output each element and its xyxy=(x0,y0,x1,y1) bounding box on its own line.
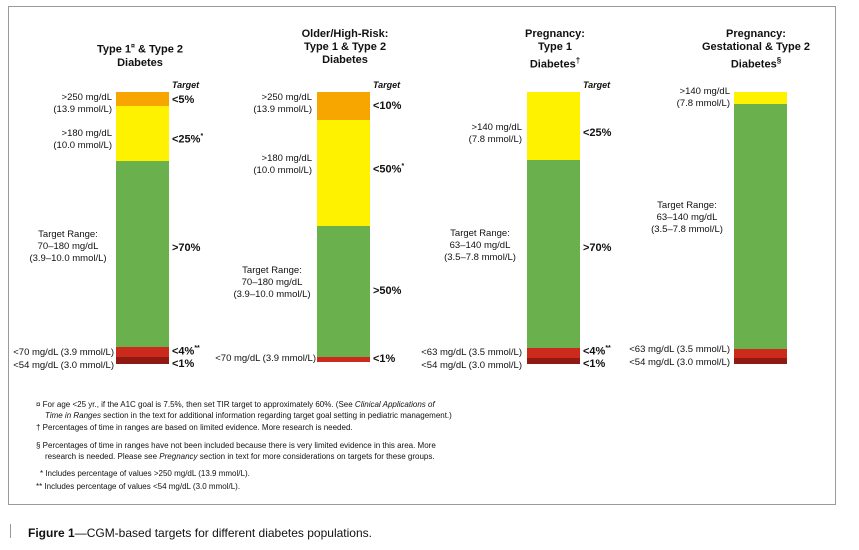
panel1-title: Type 1¤ & Type 2 Diabetes xyxy=(96,43,184,69)
panel1-label-target-range: Target Range: 70–180 mg/dL (3.9–10.0 mmol/… xyxy=(29,229,107,264)
panel4-seg-below-63 xyxy=(734,349,787,358)
panel2-seg-below-70 xyxy=(317,357,370,362)
panel1-pct-below-54: <1% xyxy=(172,358,195,370)
panel3-seg-below-63 xyxy=(527,348,580,358)
panel3-pct-target-range: >70% xyxy=(583,242,612,254)
panel3-seg-above-140 xyxy=(527,92,580,160)
panel3-pct-below-54: <1% xyxy=(583,358,606,370)
panel4-bar xyxy=(734,92,787,364)
panel2-label-below-70: <70 mg/dL (3.9 mmol/L) xyxy=(215,353,316,364)
panel2-label-above-250: >250 mg/dL (13.9 mmol/L) xyxy=(253,92,312,115)
panel1-pct-below-70: <4%** xyxy=(172,345,200,358)
caption-rule xyxy=(10,524,11,538)
panel2-seg-target-range xyxy=(317,226,370,357)
panel2-label-above-180: >180 mg/dL (10.0 mmol/L) xyxy=(253,153,312,176)
panel1-label-above-180: >180 mg/dL (10.0 mmol/L) xyxy=(53,128,112,151)
panel3-pct-above-140: <25% xyxy=(583,127,612,139)
figure-frame xyxy=(8,6,836,505)
panel1-target-heading: Target xyxy=(172,80,200,90)
panel2-title: Older/High-Risk: Type 1 & Type 2 Diabetes xyxy=(301,28,389,66)
panel2-pct-target-range: >50% xyxy=(373,285,402,297)
panel3-label-target-range: Target Range: 63–140 mg/dL (3.5–7.8 mmol/L… xyxy=(444,228,516,263)
figure-caption: Figure 1—CGM-based targets for different… xyxy=(28,526,372,540)
panel2-pct-above-250: <10% xyxy=(373,100,402,112)
footnote-limited-evidence: † Percentages of time in ranges are base… xyxy=(36,423,353,432)
panel4-label-above-140: >140 mg/dL (7.8 mmol/L) xyxy=(676,86,730,109)
panel2-pct-below-70: <1% xyxy=(373,353,396,365)
panel4-label-below-63: <63 mg/dL (3.5 mmol/L) xyxy=(629,344,730,355)
panel3-title: Pregnancy: Type 1 Diabetes† xyxy=(525,28,585,71)
panel3-label-below-63: <63 mg/dL (3.5 mmol/L) xyxy=(421,347,522,358)
panel4-seg-target-range xyxy=(734,104,787,349)
panel4-label-below-54: <54 mg/dL (3.0 mmol/L) xyxy=(629,357,730,368)
panel2-pct-above-180: <50%* xyxy=(373,163,405,176)
panel1-pct-above-250: <5% xyxy=(172,94,195,106)
panel1-pct-above-180: <25%* xyxy=(172,133,204,146)
panel1-seg-below-54 xyxy=(116,357,169,364)
panel3-label-above-140: >140 mg/dL (7.8 mmol/L) xyxy=(468,122,522,145)
footnote-asterisk: * Includes percentage of values >250 mg/… xyxy=(40,469,250,478)
panel1-seg-target-range xyxy=(116,161,169,347)
footnote-double-asterisk: ** Includes percentage of values <54 mg/… xyxy=(36,482,241,491)
panel4-seg-above-140 xyxy=(734,92,787,104)
panel2-target-heading: Target xyxy=(373,80,401,90)
panel2-seg-above-180 xyxy=(317,120,370,226)
panel1-label-below-54: <54 mg/dL (3.0 mmol/L) xyxy=(13,360,114,371)
panel1-label-above-250: >250 mg/dL (13.9 mmol/L) xyxy=(53,92,112,115)
panel3-seg-target-range xyxy=(527,160,580,348)
panel1-pct-target-range: >70% xyxy=(172,242,201,254)
panel1-seg-above-250 xyxy=(116,92,169,106)
panel2-label-target-range: Target Range: 70–180 mg/dL (3.9–10.0 mmol/… xyxy=(233,265,311,300)
footnote-age-25: ¤ For age <25 yr., if the A1C goal is 7.… xyxy=(36,400,452,420)
panel4-seg-below-54 xyxy=(734,358,787,364)
panel3-bar xyxy=(527,92,580,364)
panel4-title: Pregnancy: Gestational & Type 2 Diabetes§ xyxy=(702,28,810,71)
panel1-bar xyxy=(116,92,169,364)
panel2-bar xyxy=(317,92,370,364)
panel3-label-below-54: <54 mg/dL (3.0 mmol/L) xyxy=(421,360,522,371)
panel3-seg-below-54 xyxy=(527,358,580,364)
panel1-seg-above-180 xyxy=(116,106,169,161)
panel1-label-below-70: <70 mg/dL (3.9 mmol/L) xyxy=(13,347,114,358)
panel3-target-heading: Target xyxy=(583,80,611,90)
panel2-seg-above-250 xyxy=(317,92,370,120)
panel4-label-target-range: Target Range: 63–140 mg/dL (3.5–7.8 mmol/L… xyxy=(651,200,723,235)
footnote-pregnancy-evidence: § Percentages of time in ranges have not… xyxy=(36,441,436,461)
panel1-seg-below-70 xyxy=(116,347,169,357)
panel3-pct-below-63: <4%** xyxy=(583,345,611,358)
